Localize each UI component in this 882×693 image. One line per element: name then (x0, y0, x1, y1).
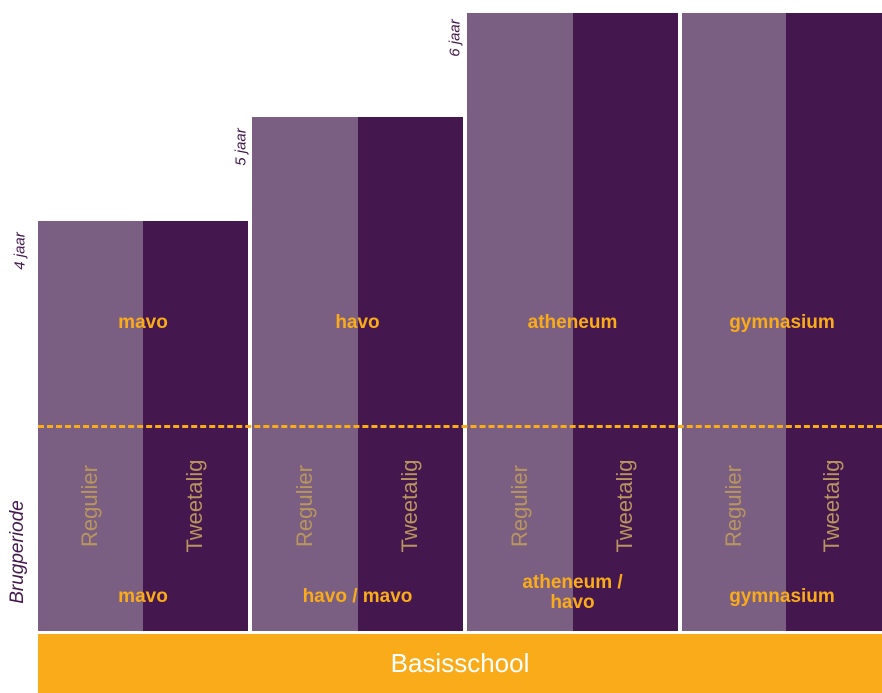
variant-label-regulier: Regulier (292, 465, 317, 547)
column-tweetalig-half (358, 117, 463, 631)
variant-label-tweetalig: Tweetalig (182, 459, 207, 553)
variant-label-tweetalig: Tweetalig (612, 459, 637, 553)
column-tweetalig-half (786, 13, 882, 631)
variant-label-regulier: Regulier (507, 465, 532, 547)
variant-label-regulier: Regulier (721, 465, 746, 547)
duration-label: 6 jaar (446, 19, 464, 57)
column-regulier-half (682, 13, 786, 631)
upper-track-label: havo (335, 312, 380, 333)
upper-track-label: mavo (118, 312, 168, 333)
column-regulier-half (252, 117, 358, 631)
lower-track-label: mavo (118, 586, 168, 607)
duration-label: 4 jaar (11, 232, 29, 270)
variant-label-tweetalig: Tweetalig (819, 459, 844, 553)
brugperiode-divider-line (38, 425, 882, 428)
lower-track-label: havo / mavo (302, 586, 413, 607)
lower-track-label: atheneum / havo (522, 572, 623, 613)
duration-label: 5 jaar (232, 128, 250, 166)
variant-label-tweetalig: Tweetalig (397, 459, 422, 553)
variant-label-regulier: Regulier (77, 465, 102, 547)
upper-track-label: atheneum (527, 312, 618, 333)
basisschool-bar: Basisschool (38, 634, 882, 693)
column-regulier-half (467, 13, 573, 631)
lower-track-label: gymnasium (729, 586, 835, 607)
column-gymnasium: gymnasium Regulier Tweetalig gymnasium (682, 13, 882, 631)
basisschool-label: Basisschool (390, 648, 530, 678)
column-havo: havo Regulier Tweetalig havo / mavo (252, 117, 463, 631)
upper-track-label: gymnasium (729, 312, 835, 333)
column-tweetalig-half (573, 13, 678, 631)
column-atheneum: atheneum Regulier Tweetalig atheneum / h… (467, 13, 678, 631)
brugperiode-label: Brugperiode (7, 500, 28, 604)
